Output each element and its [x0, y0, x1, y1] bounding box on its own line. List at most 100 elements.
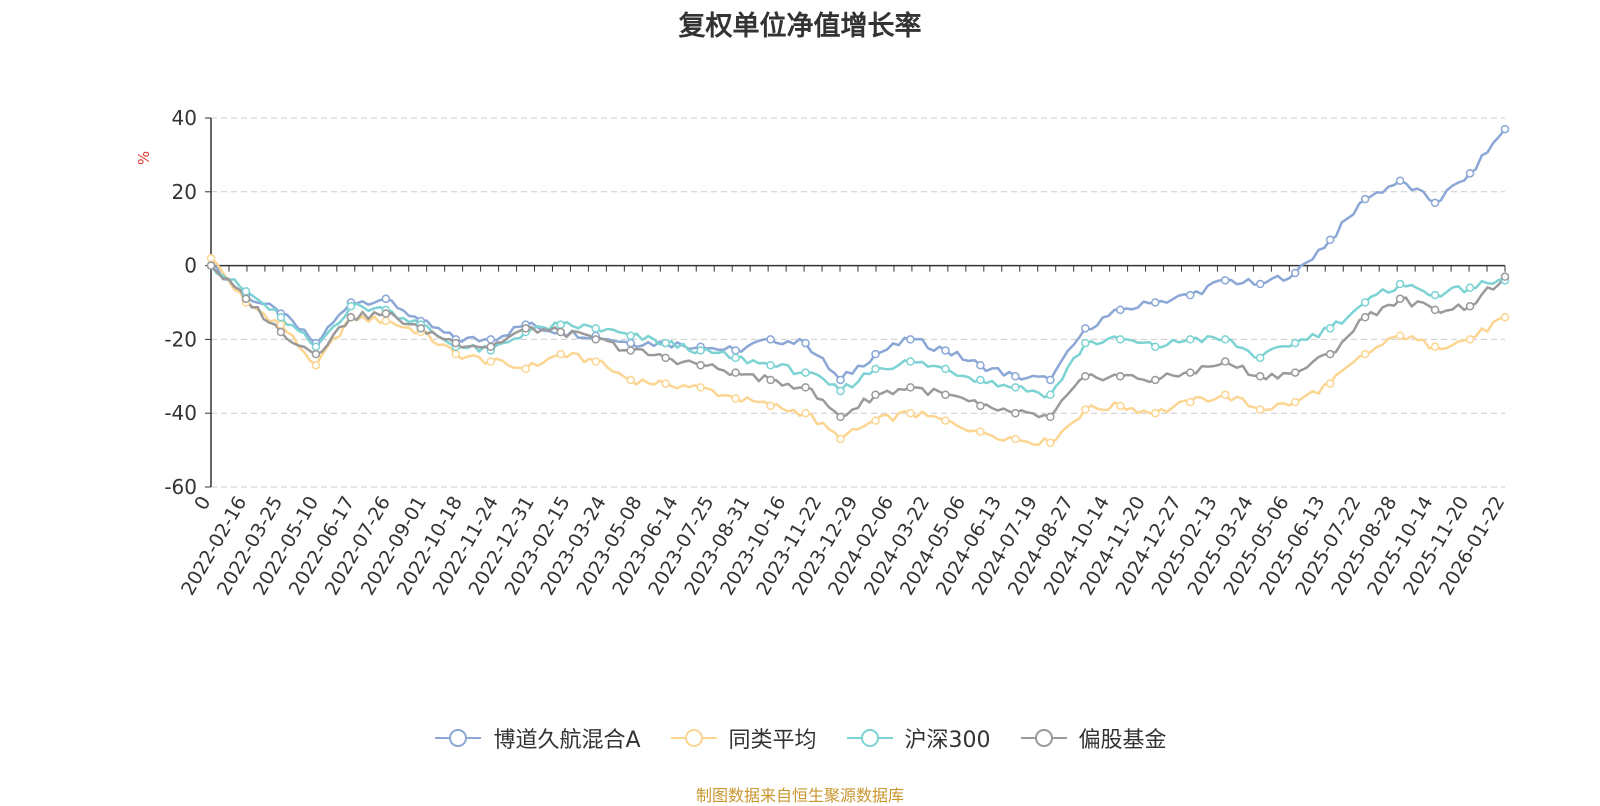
legend-label: 偏股基金: [1078, 728, 1167, 753]
data-point: [1360, 313, 1370, 322]
data-point: [1290, 368, 1300, 377]
data-point: [486, 335, 496, 344]
data-point: [1011, 372, 1020, 381]
data-point: [696, 383, 705, 392]
data-point: [941, 364, 950, 374]
data-point: [1360, 298, 1370, 307]
data-point: [1151, 298, 1160, 307]
axes: [205, 117, 1506, 488]
data-point: [626, 338, 635, 348]
data-point: [556, 349, 565, 359]
data-point: [696, 360, 705, 370]
legend-line-marker-icon: [1020, 729, 1067, 747]
legend-marker: [1034, 729, 1053, 747]
data-point: [1395, 279, 1405, 289]
data-point: [346, 313, 356, 322]
data-point: [1500, 272, 1510, 281]
data-point: [1046, 412, 1055, 422]
data-point: [1430, 290, 1440, 300]
data-point: [976, 401, 985, 411]
data-point: [696, 346, 705, 355]
data-point: [906, 408, 915, 418]
y-tick-label: -60: [164, 475, 197, 499]
data-point: [1360, 349, 1370, 359]
data-point: [1325, 324, 1335, 333]
series-line: [210, 128, 1506, 382]
data-point: [871, 416, 880, 425]
data-point: [1220, 357, 1230, 366]
data-point: [486, 342, 496, 352]
data-point: [871, 349, 880, 359]
data-point: [836, 412, 845, 422]
data-point: [836, 375, 845, 385]
data-point: [766, 360, 775, 370]
data-point: [1116, 305, 1125, 315]
series-line: [209, 264, 1506, 399]
data-point: [661, 353, 670, 363]
gridlines: [211, 117, 1505, 488]
legend-item-csi300[interactable]: 沪深300: [845, 722, 991, 754]
y-axis-unit-label: %: [135, 151, 153, 165]
data-point: [1465, 169, 1475, 178]
data-point: [871, 390, 880, 399]
tick-labels: 40200-20-40-60%02022-02-162022-03-252022…: [135, 106, 1509, 599]
data-point: [346, 301, 356, 311]
data-point: [556, 327, 565, 337]
data-point: [1360, 194, 1370, 204]
data-point: [486, 357, 496, 366]
legend-line-marker-icon: [670, 729, 717, 747]
data-point: [1290, 397, 1300, 407]
data-point: [1430, 305, 1440, 315]
legend-item-equity-fund[interactable]: 偏股基金: [1019, 722, 1167, 754]
data-point: [871, 364, 880, 374]
data-point: [416, 324, 426, 333]
data-point: [801, 368, 810, 377]
data-point: [731, 346, 740, 355]
data-point: [1465, 283, 1475, 292]
data-point: [1430, 342, 1440, 352]
data-point: [1011, 383, 1020, 392]
legend-line-marker-icon: [435, 729, 482, 747]
data-point: [1081, 324, 1090, 333]
data-point: [1255, 279, 1265, 289]
data-point: [1395, 176, 1405, 185]
data-point: [241, 294, 251, 304]
data-point: [1325, 379, 1335, 388]
legend-marker: [860, 729, 879, 747]
data-point: [626, 375, 635, 385]
data-point: [1255, 353, 1265, 363]
data-point: [1220, 276, 1230, 285]
y-tick-label: 20: [172, 180, 197, 204]
legend-line-marker-icon: [846, 729, 893, 747]
data-point: [766, 375, 775, 385]
data-point: [801, 338, 810, 348]
data-point: [1116, 335, 1125, 344]
legend-label: 沪深300: [904, 728, 991, 753]
data-source-note: 制图数据来自恒生聚源数据库: [695, 786, 904, 805]
data-point: [1011, 434, 1020, 444]
data-point: [276, 320, 286, 329]
series-line: [210, 264, 1506, 419]
data-point: [381, 316, 391, 326]
data-point: [1185, 397, 1195, 407]
data-point: [906, 383, 915, 392]
data-point: [801, 383, 810, 392]
data-point: [1325, 349, 1335, 359]
data-point: [1185, 368, 1195, 377]
data-point: [591, 335, 600, 344]
data-point: [1081, 405, 1090, 414]
data-point: [206, 261, 216, 270]
data-point: [381, 294, 391, 304]
data-point: [1500, 124, 1510, 134]
data-point: [1290, 268, 1300, 278]
data-point: [1011, 408, 1020, 418]
data-point: [1395, 331, 1405, 340]
data-point: [241, 287, 251, 296]
data-point: [661, 379, 670, 388]
data-point: [626, 346, 635, 355]
data-point: [801, 408, 810, 418]
data-point: [976, 427, 985, 436]
legend-item-fund[interactable]: 博道久航混合A: [433, 722, 641, 754]
legend-item-category-average[interactable]: 同类平均: [669, 722, 817, 754]
